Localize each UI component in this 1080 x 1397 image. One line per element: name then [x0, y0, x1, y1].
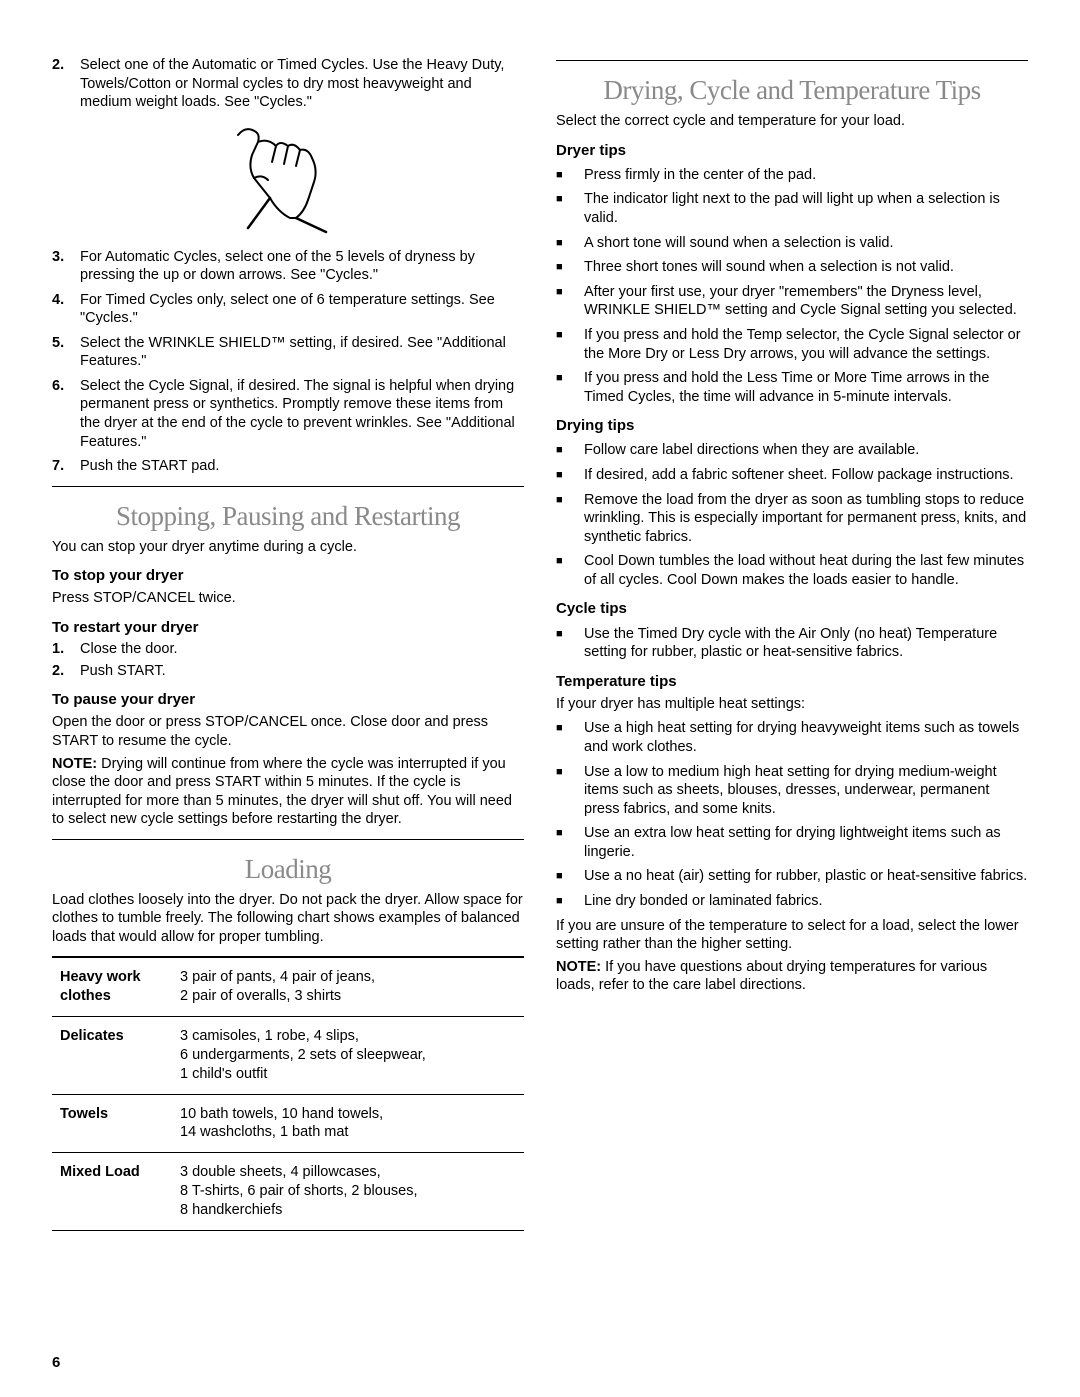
load-category: Towels: [52, 1094, 172, 1153]
table-row: Delicates 3 camisoles, 1 robe, 4 slips, …: [52, 1017, 524, 1095]
restart-steps: 1.Close the door. 2.Push START.: [52, 640, 524, 680]
list-item: If desired, add a fabric softener sheet.…: [556, 466, 1028, 485]
divider: [52, 839, 524, 840]
loading-intro: Load clothes loosely into the dryer. Do …: [52, 891, 524, 947]
loading-table: Heavy work clothes 3 pair of pants, 4 pa…: [52, 956, 524, 1230]
list-item: If you press and hold the Less Time or M…: [556, 369, 1028, 406]
dryer-tips-subhead: Dryer tips: [556, 141, 1028, 160]
list-item: Press firmly in the center of the pad.: [556, 166, 1028, 185]
setup-steps-list: 2. Select one of the Automatic or Timed …: [52, 56, 524, 112]
temp-tips-list: Use a high heat setting for drying heavy…: [556, 719, 1028, 910]
setup-steps-list-cont: 3.For Automatic Cycles, select one of th…: [52, 248, 524, 476]
load-desc: 10 bath towels, 10 hand towels, 14 washc…: [172, 1094, 524, 1153]
step-6: 6.Select the Cycle Signal, if desired. T…: [52, 377, 524, 451]
hand-icon: [218, 120, 358, 235]
load-desc: 3 pair of pants, 4 pair of jeans, 2 pair…: [172, 957, 524, 1016]
step-2: 2. Select one of the Automatic or Timed …: [52, 56, 524, 112]
list-item: If you press and hold the Temp selector,…: [556, 326, 1028, 363]
load-category: Delicates: [52, 1017, 172, 1095]
list-item: Use a no heat (air) setting for rubber, …: [556, 867, 1028, 886]
pause-subhead: To pause your dryer: [52, 690, 524, 709]
stopping-heading: Stopping, Pausing and Restarting: [52, 501, 524, 532]
dryer-tips-list: Press firmly in the center of the pad. T…: [556, 166, 1028, 406]
stop-subhead: To stop your dryer: [52, 566, 524, 585]
restart-step-1: 1.Close the door.: [52, 640, 524, 659]
stopping-intro: You can stop your dryer anytime during a…: [52, 538, 524, 557]
list-item: Three short tones will sound when a sele…: [556, 258, 1028, 277]
cycle-tips-list: Use the Timed Dry cycle with the Air Onl…: [556, 625, 1028, 662]
list-item: A short tone will sound when a selection…: [556, 234, 1028, 253]
cycle-tips-subhead: Cycle tips: [556, 599, 1028, 618]
temp-tips-subhead: Temperature tips: [556, 672, 1028, 691]
left-column: 2. Select one of the Automatic or Timed …: [52, 50, 524, 1231]
pause-text: Open the door or press STOP/CANCEL once.…: [52, 713, 524, 750]
load-desc: 3 double sheets, 4 pillowcases, 8 T-shir…: [172, 1153, 524, 1231]
list-item: Use an extra low heat setting for drying…: [556, 824, 1028, 861]
load-category: Mixed Load: [52, 1153, 172, 1231]
load-category: Heavy work clothes: [52, 957, 172, 1016]
divider: [556, 60, 1028, 61]
restart-step-2: 2.Push START.: [52, 662, 524, 681]
step-7: 7.Push the START pad.: [52, 457, 524, 476]
list-item: After your first use, your dryer "rememb…: [556, 283, 1028, 320]
list-item: Use a low to medium high heat setting fo…: [556, 763, 1028, 819]
table-row: Mixed Load 3 double sheets, 4 pillowcase…: [52, 1153, 524, 1231]
temp-after-text: If you are unsure of the temperature to …: [556, 917, 1028, 954]
list-item: Follow care label directions when they a…: [556, 441, 1028, 460]
page-number: 6: [52, 1354, 60, 1371]
tips-intro: Select the correct cycle and temperature…: [556, 112, 1028, 131]
list-item: Use the Timed Dry cycle with the Air Onl…: [556, 625, 1028, 662]
list-item: Remove the load from the dryer as soon a…: [556, 491, 1028, 547]
step-4: 4.For Timed Cycles only, select one of 6…: [52, 291, 524, 328]
list-item: Line dry bonded or laminated fabrics.: [556, 892, 1028, 911]
list-item: The indicator light next to the pad will…: [556, 190, 1028, 227]
divider: [52, 486, 524, 487]
manual-page: 2. Select one of the Automatic or Timed …: [0, 0, 1080, 1397]
table-row: Towels 10 bath towels, 10 hand towels, 1…: [52, 1094, 524, 1153]
step-5: 5.Select the WRINKLE SHIELD™ setting, if…: [52, 334, 524, 371]
list-item: Use a high heat setting for drying heavy…: [556, 719, 1028, 756]
stop-text: Press STOP/CANCEL twice.: [52, 589, 524, 608]
list-item: Cool Down tumbles the load without heat …: [556, 552, 1028, 589]
tips-heading: Drying, Cycle and Temperature Tips: [556, 75, 1028, 106]
temp-tips-intro: If your dryer has multiple heat settings…: [556, 695, 1028, 714]
hand-press-illustration: [52, 120, 524, 240]
table-row: Heavy work clothes 3 pair of pants, 4 pa…: [52, 957, 524, 1016]
step-3: 3.For Automatic Cycles, select one of th…: [52, 248, 524, 285]
two-column-layout: 2. Select one of the Automatic or Timed …: [52, 50, 1028, 1231]
drying-tips-list: Follow care label directions when they a…: [556, 441, 1028, 589]
stopping-note: NOTE: Drying will continue from where th…: [52, 755, 524, 829]
right-column: Drying, Cycle and Temperature Tips Selec…: [556, 50, 1028, 1231]
loading-heading: Loading: [52, 854, 524, 885]
drying-tips-subhead: Drying tips: [556, 416, 1028, 435]
restart-subhead: To restart your dryer: [52, 618, 524, 637]
temp-note: NOTE: If you have questions about drying…: [556, 958, 1028, 995]
load-desc: 3 camisoles, 1 robe, 4 slips, 6 undergar…: [172, 1017, 524, 1095]
